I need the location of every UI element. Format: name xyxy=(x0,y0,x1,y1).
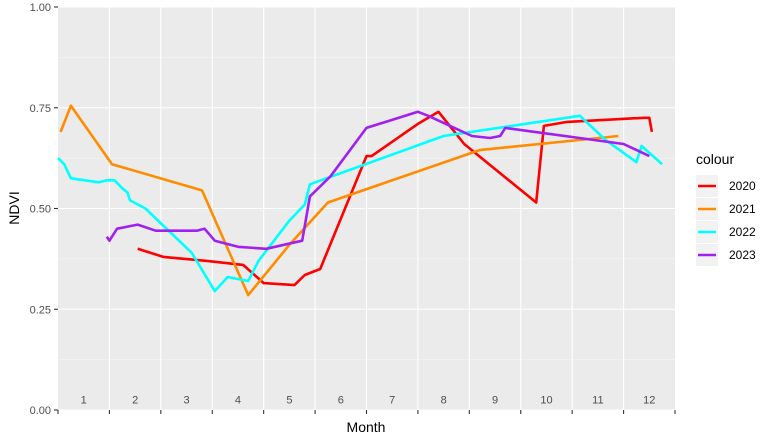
series-line-2021 xyxy=(59,104,619,297)
y-axis-title: NDVI xyxy=(6,191,22,224)
legend-label-2023: 2023 xyxy=(729,248,756,262)
x-axis xyxy=(57,410,676,414)
month-label: 5 xyxy=(286,395,292,407)
month-label: 1 xyxy=(81,395,87,407)
legend-label-2020: 2020 xyxy=(729,179,756,193)
series-lines xyxy=(57,104,663,297)
month-label: 12 xyxy=(643,395,655,407)
y-axis: 0.00 0.25 0.50 0.75 1.00 xyxy=(30,2,58,417)
month-label: 10 xyxy=(540,395,552,407)
legend-title: colour xyxy=(696,151,734,167)
month-labels: 1 2 3 4 5 6 7 8 9 10 11 12 xyxy=(81,395,656,407)
series-line-2023 xyxy=(105,110,650,251)
x-axis-title: Month xyxy=(347,419,386,435)
y-tick-label: 0.50 xyxy=(30,204,51,216)
y-tick-label: 0.00 xyxy=(30,405,51,417)
month-label: 11 xyxy=(592,395,603,407)
month-label: 8 xyxy=(441,395,447,407)
legend-label-2021: 2021 xyxy=(729,202,756,216)
series-line-2022 xyxy=(57,114,663,293)
y-tick-label: 0.75 xyxy=(30,103,51,115)
y-tick-label: 1.00 xyxy=(30,2,51,14)
month-label: 7 xyxy=(389,395,395,407)
major-gridlines xyxy=(58,6,675,411)
month-label: 6 xyxy=(338,395,344,407)
series-line-2020 xyxy=(137,110,654,287)
month-label: 2 xyxy=(132,395,138,407)
legend: colour 2020 2021 2022 2023 xyxy=(696,151,756,266)
month-label: 4 xyxy=(235,395,241,407)
legend-label-2022: 2022 xyxy=(729,225,756,239)
y-tick-label: 0.25 xyxy=(30,304,51,316)
month-label: 9 xyxy=(492,395,498,407)
month-label: 3 xyxy=(183,395,189,407)
